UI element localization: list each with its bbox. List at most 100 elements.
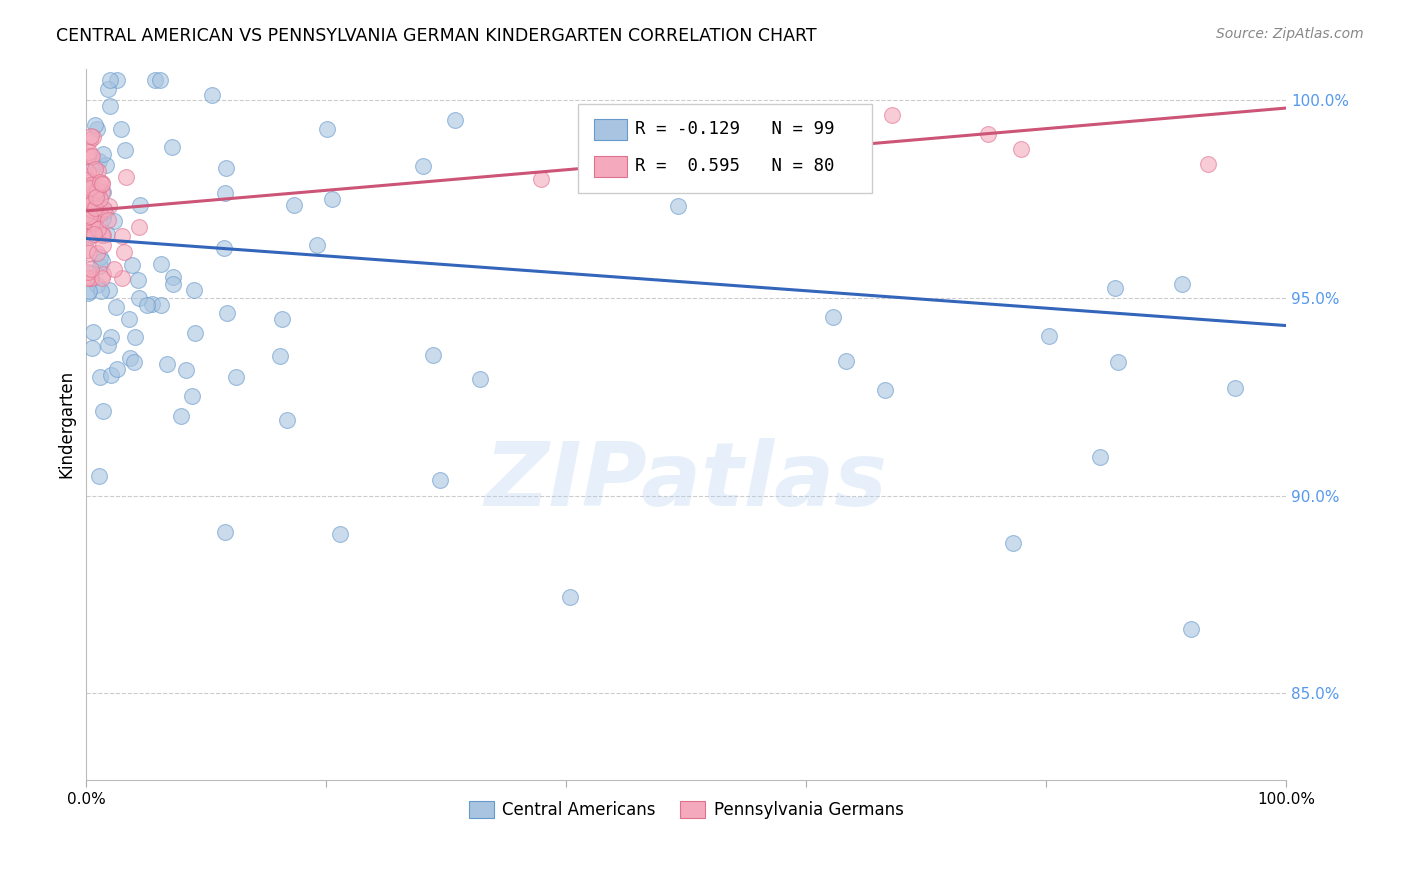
FancyBboxPatch shape xyxy=(578,104,872,193)
Point xyxy=(97,199,120,213)
Point xyxy=(880,108,903,122)
Point xyxy=(87,222,110,236)
Point xyxy=(91,176,114,190)
Point xyxy=(103,262,125,277)
Text: R =  0.595   N = 80: R = 0.595 N = 80 xyxy=(634,157,834,175)
Point xyxy=(201,87,224,102)
Point xyxy=(77,284,100,298)
Point xyxy=(76,243,98,257)
Point xyxy=(98,99,121,113)
Point xyxy=(77,245,100,260)
Point xyxy=(422,348,444,362)
Text: R = -0.129   N = 99: R = -0.129 N = 99 xyxy=(634,120,834,138)
Point xyxy=(97,82,120,96)
Point xyxy=(82,215,104,229)
Point xyxy=(124,330,146,344)
Point xyxy=(76,172,98,186)
Point xyxy=(114,143,136,157)
Point xyxy=(100,330,122,344)
Point xyxy=(115,169,138,184)
Point xyxy=(429,473,451,487)
Point xyxy=(82,208,104,222)
Point xyxy=(80,342,103,356)
Point xyxy=(591,113,613,128)
Point xyxy=(79,225,101,239)
Point xyxy=(329,527,352,541)
Point xyxy=(86,185,108,199)
Point xyxy=(91,185,114,199)
Point xyxy=(77,145,100,159)
Point xyxy=(835,354,858,368)
Point xyxy=(1197,157,1219,171)
Point xyxy=(283,198,305,212)
Point xyxy=(91,403,114,417)
Point xyxy=(76,265,98,279)
Point xyxy=(977,127,1000,141)
Point xyxy=(80,149,103,163)
Point xyxy=(118,311,141,326)
FancyBboxPatch shape xyxy=(593,119,627,140)
Legend: Central Americans, Pennsylvania Germans: Central Americans, Pennsylvania Germans xyxy=(463,794,910,825)
Point xyxy=(79,271,101,285)
Point xyxy=(77,164,100,178)
Point xyxy=(181,389,204,403)
Point xyxy=(530,172,553,186)
Point xyxy=(82,130,104,145)
Point xyxy=(1180,623,1202,637)
Text: CENTRAL AMERICAN VS PENNSYLVANIA GERMAN KINDERGARTEN CORRELATION CHART: CENTRAL AMERICAN VS PENNSYLVANIA GERMAN … xyxy=(56,27,817,45)
Point xyxy=(1170,277,1192,292)
Point xyxy=(93,202,115,217)
Point xyxy=(76,175,98,189)
Point xyxy=(76,285,98,300)
Y-axis label: Kindergarten: Kindergarten xyxy=(58,370,75,478)
Point xyxy=(96,158,118,172)
Point xyxy=(90,177,112,191)
Point xyxy=(96,227,118,241)
Point xyxy=(112,245,135,260)
Point xyxy=(77,188,100,202)
Point xyxy=(103,213,125,227)
Point xyxy=(83,161,105,176)
Point xyxy=(83,227,105,241)
Point xyxy=(89,259,111,273)
Point xyxy=(79,149,101,163)
Point xyxy=(82,180,104,194)
Point xyxy=(124,355,146,369)
Point xyxy=(80,262,103,277)
Point xyxy=(162,277,184,291)
Point xyxy=(91,227,114,242)
Point xyxy=(80,214,103,228)
Point xyxy=(80,178,103,193)
Point xyxy=(271,311,294,326)
Point xyxy=(118,351,141,366)
Point xyxy=(1223,381,1246,395)
Point xyxy=(269,349,291,363)
Point xyxy=(80,197,103,211)
Point xyxy=(84,118,107,132)
Point xyxy=(1001,536,1024,550)
Point xyxy=(76,204,98,219)
Point xyxy=(84,216,107,230)
Point xyxy=(80,174,103,188)
Point xyxy=(77,230,100,244)
Point xyxy=(214,186,236,201)
Point xyxy=(212,241,235,255)
Point xyxy=(76,271,98,285)
Point xyxy=(86,122,108,136)
Point xyxy=(821,310,844,324)
Point xyxy=(87,209,110,223)
Point xyxy=(84,201,107,215)
Point xyxy=(76,183,98,197)
Point xyxy=(91,267,114,281)
Point xyxy=(176,362,198,376)
Point xyxy=(79,210,101,224)
Point xyxy=(443,112,465,127)
Point xyxy=(87,153,110,168)
Point xyxy=(87,469,110,483)
Point xyxy=(79,133,101,147)
Point xyxy=(105,73,128,87)
Point xyxy=(100,368,122,383)
Point xyxy=(1104,281,1126,295)
Point xyxy=(89,250,111,264)
Point xyxy=(747,172,769,186)
